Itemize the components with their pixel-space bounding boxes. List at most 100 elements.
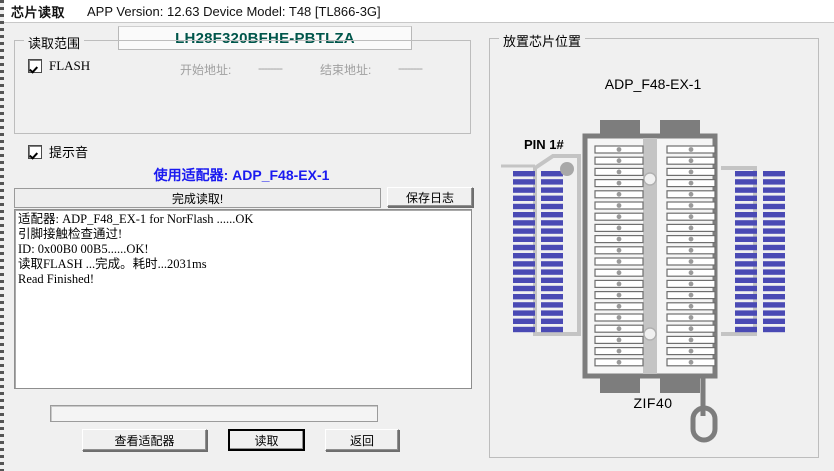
end-address-label: 结束地址: — [320, 63, 372, 77]
chip-pin — [763, 310, 785, 316]
chip-pin — [513, 253, 535, 259]
left-chip-pins — [513, 171, 563, 333]
socket-pin-contact — [616, 326, 622, 332]
chip-pin — [541, 277, 563, 283]
chip-pin — [541, 220, 563, 226]
zif-label: ZIF40 — [633, 395, 673, 411]
chip-pin — [735, 212, 757, 218]
chip-pin — [513, 236, 535, 242]
chip-pin — [513, 294, 535, 300]
chip-pin — [541, 212, 563, 218]
chip-pin — [735, 220, 757, 226]
socket-pin-contact — [616, 191, 622, 197]
socket-pin-contact — [688, 191, 694, 197]
chip-pin — [513, 269, 535, 275]
chip-pin — [541, 285, 563, 292]
socket-pin-slots — [594, 145, 716, 367]
chip-pin — [735, 269, 757, 275]
chip-pin — [541, 253, 563, 259]
socket-bottom-tab-right — [660, 376, 700, 393]
read-range-legend: 读取范围 — [24, 33, 85, 52]
chip-pin — [541, 261, 563, 267]
chip-pin — [541, 179, 563, 185]
version-info: APP Version: 12.63 Device Model: T48 [TL… — [87, 3, 381, 19]
chip-pin — [763, 302, 785, 308]
chip-pin — [763, 326, 785, 333]
save-log-button[interactable]: 保存日志 — [387, 187, 473, 207]
socket-top-tab-left — [600, 120, 640, 137]
chip-pin — [541, 195, 563, 201]
chip-pin — [513, 195, 535, 201]
socket-alignment-hole-bottom — [643, 327, 657, 341]
chip-pin — [541, 203, 563, 210]
chip-pin — [735, 294, 757, 300]
socket-pin-contact — [688, 169, 694, 175]
socket-pin-contact — [616, 203, 622, 208]
chip-pin — [513, 228, 535, 234]
beep-checkbox[interactable]: 提示音 — [28, 142, 88, 161]
socket-bottom-tab-left — [600, 376, 640, 393]
beep-checkbox-label: 提示音 — [49, 145, 89, 160]
socket-pin-contact — [688, 247, 694, 253]
socket-pin-contact — [688, 292, 694, 298]
socket-pin-contact — [688, 214, 694, 220]
read-button[interactable]: 读取 — [228, 429, 305, 451]
chip-pin — [735, 261, 757, 267]
chip-pin — [763, 203, 785, 210]
chip-pin — [513, 220, 535, 226]
chip-pin — [763, 236, 785, 242]
socket-pin-contact — [616, 158, 622, 164]
socket-pin-contact — [616, 303, 622, 309]
socket-pin-contact — [688, 337, 694, 343]
left-chip-pin1-marker — [560, 162, 574, 176]
chip-pin — [735, 277, 757, 283]
chip-pin — [541, 318, 563, 324]
chip-pin — [763, 318, 785, 324]
flash-checkbox-label: FLASH — [49, 58, 91, 73]
chip-pin — [541, 244, 563, 251]
start-address-value: -------- — [258, 61, 283, 75]
socket-pin-contact — [616, 315, 622, 320]
log-line: 适配器: ADP_F48_EX-1 for NorFlash ......OK — [18, 212, 254, 226]
chip-pin — [541, 269, 563, 275]
chip-pin — [513, 326, 535, 333]
chip-pin — [541, 228, 563, 234]
log-line: Read Finished! — [18, 272, 95, 286]
socket-pin-contact — [688, 225, 694, 231]
flash-checkbox[interactable]: FLASH — [28, 58, 90, 74]
chip-pin — [763, 253, 785, 259]
socket-pin-contact — [688, 158, 694, 164]
chip-pin — [763, 269, 785, 275]
chip-pin — [735, 318, 757, 324]
chip-pin — [735, 171, 757, 177]
chip-pin — [735, 203, 757, 210]
chip-pin — [763, 285, 785, 292]
chip-pin — [541, 171, 563, 177]
socket-pin-contact — [688, 303, 694, 309]
chip-pin — [541, 302, 563, 308]
socket-pin-contact — [688, 180, 694, 186]
socket-pin-contact — [616, 247, 622, 253]
view-adapter-button[interactable]: 查看适配器 — [82, 429, 207, 451]
chip-pin — [735, 310, 757, 316]
chip-pin — [763, 294, 785, 300]
chip-name-field[interactable]: LH28F320BFHE-PBTLZA — [118, 26, 412, 50]
start-address-label: 开始地址: — [180, 63, 232, 77]
chip-placement-legend: 放置芯片位置 — [499, 31, 586, 50]
chip-pin — [513, 285, 535, 292]
socket-pin-contact — [616, 147, 622, 152]
socket-pin-contact — [616, 225, 622, 231]
chip-pin — [735, 302, 757, 308]
chip-pin — [513, 310, 535, 316]
log-output[interactable]: 适配器: ADP_F48_EX-1 for NorFlash ......OK … — [14, 209, 472, 389]
chip-pin — [763, 244, 785, 251]
chip-pin — [763, 220, 785, 226]
chip-pin — [763, 277, 785, 283]
log-line: 读取FLASH ...完成。耗时...2031ms — [18, 257, 207, 271]
back-button[interactable]: 返回 — [325, 429, 399, 451]
chip-pin — [735, 236, 757, 242]
chip-pin — [763, 187, 785, 193]
chip-pin — [513, 212, 535, 218]
socket-pin-contact — [688, 147, 694, 152]
